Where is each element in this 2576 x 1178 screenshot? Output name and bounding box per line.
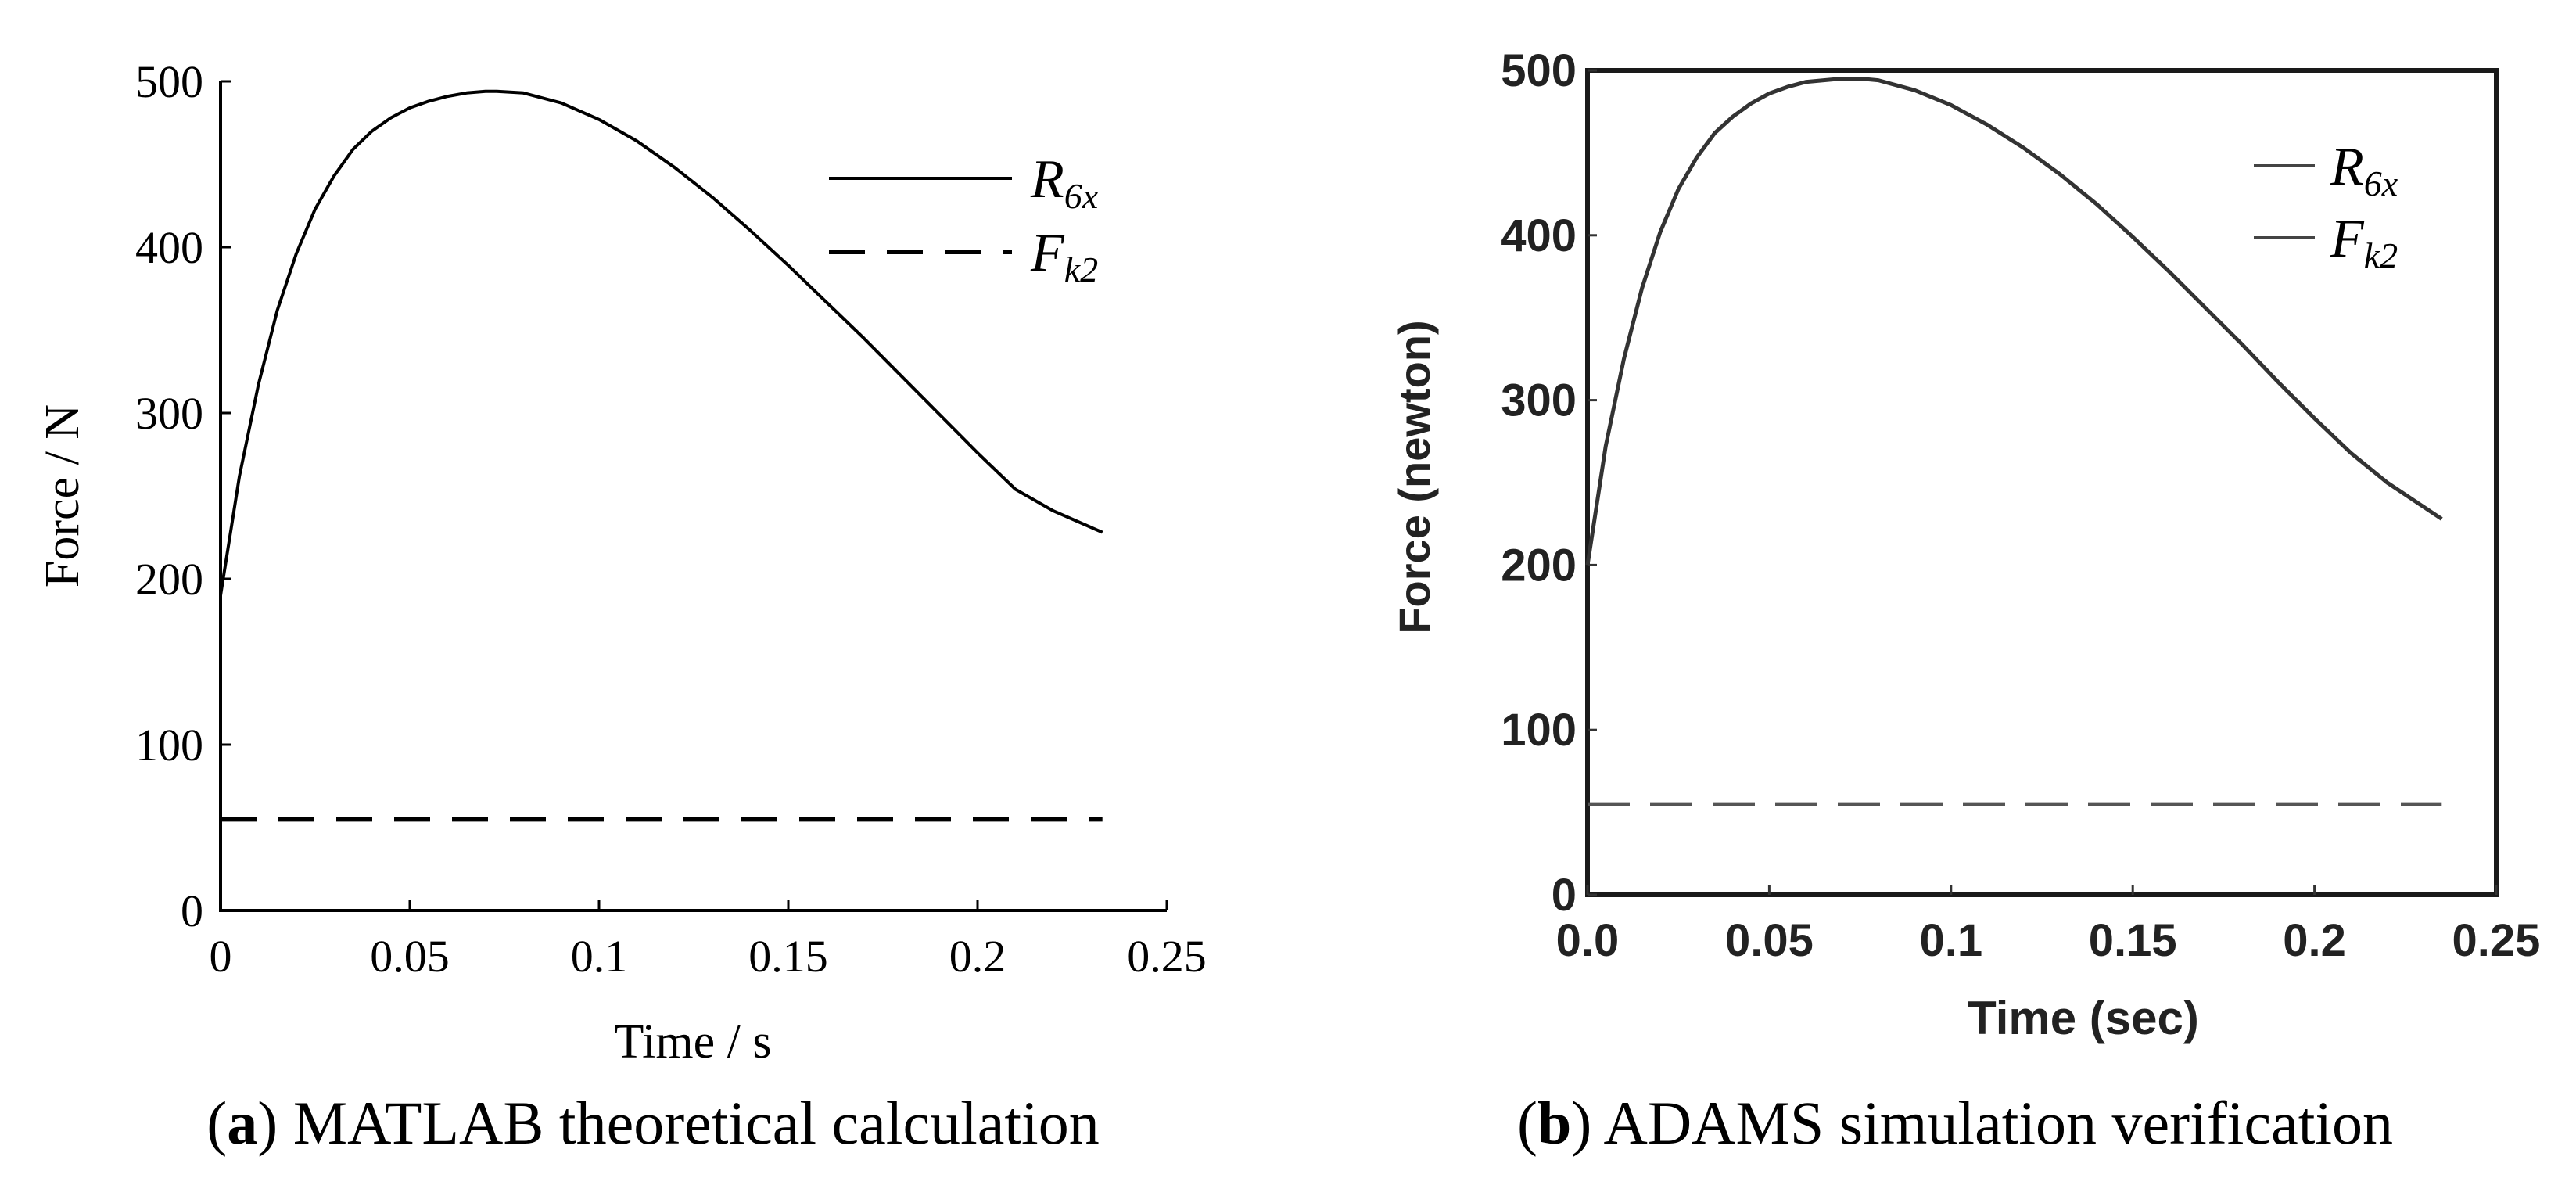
panel-b-chart: 0.0 0.05 0.1 0.15 0.2 0.25 0 100 200 300 400 500 R6… — [1390, 45, 2540, 1044]
panel-a-xtick-label: 0.1 — [571, 931, 628, 982]
panel-b-xtick-label: 0.15 — [2089, 915, 2177, 966]
panel-a-ytick-label: 500 — [135, 56, 203, 107]
panel-a-ytick-label: 200 — [135, 554, 203, 605]
panel-b-ytick-label: 500 — [1501, 45, 1577, 96]
panel-b-legend-label-Fk2: Fk2 — [2330, 209, 2398, 275]
panel-a-xtick-label: 0.25 — [1127, 931, 1207, 982]
caption-b: (b) ADAMS simulation verification — [1517, 1089, 2393, 1157]
panel-b-ytick-label: 200 — [1501, 540, 1577, 591]
panel-a-ytick-label: 300 — [135, 388, 203, 439]
caption-a-label: a — [227, 1089, 257, 1157]
caption-b-label: b — [1537, 1089, 1571, 1157]
panel-a-series-R6x — [219, 89, 1103, 596]
panel-a-ytick-label: 100 — [135, 720, 203, 770]
panel-b-ylabel: Force (newton) — [1390, 320, 1439, 634]
panel-a-ylabel: Force / N — [36, 404, 89, 587]
panel-a-legend-label-R6x: R6x — [1030, 149, 1099, 216]
panel-b-plot-frame — [1585, 68, 2499, 897]
caption-b-text: ) ADAMS simulation verification — [1571, 1089, 2393, 1157]
panel-b-ytick-label: 300 — [1501, 375, 1577, 426]
panel-a-xtick-label: 0.05 — [370, 931, 450, 982]
panel-b-legend-label-R6x: R6x — [2330, 137, 2398, 203]
panel-a-ytick-label: 400 — [135, 222, 203, 273]
panel-a-xtick-label: 0 — [210, 931, 232, 982]
panel-a-legend-label-Fk2: Fk2 — [1030, 223, 1098, 289]
caption-a-open-paren: ( — [206, 1089, 227, 1157]
panel-a-xtick-label: 0.15 — [748, 931, 828, 982]
panel-b-xlabel: Time (sec) — [1968, 992, 2199, 1044]
panel-a-xlabel: Time / s — [614, 1015, 771, 1068]
panel-b-series-R6x — [1585, 77, 2443, 566]
panel-b-xtick-label: 0.25 — [2452, 915, 2541, 966]
panel-b-xtick-label: 0.05 — [1725, 915, 1814, 966]
panel-a-chart: 0 0.05 0.1 0.15 0.2 0.25 0 100 200 300 400 500 R6x F… — [36, 56, 1207, 1068]
caption-b-open-paren: ( — [1517, 1089, 1537, 1157]
panel-b-ytick-label: 400 — [1501, 210, 1577, 261]
panel-b-ytick-label: 0 — [1552, 870, 1577, 921]
panel-a-xtick-label: 0.2 — [949, 931, 1006, 982]
panel-b-xtick-label: 0.1 — [1919, 915, 1982, 966]
panel-b-ytick-label: 100 — [1501, 705, 1577, 756]
caption-a: (a) MATLAB theoretical calculation — [206, 1089, 1099, 1157]
panel-b-xtick-label: 0.0 — [1556, 915, 1620, 966]
panel-b-xtick-label: 0.2 — [2283, 915, 2346, 966]
caption-a-text: ) MATLAB theoretical calculation — [257, 1089, 1099, 1157]
panel-a-ytick-label: 0 — [181, 885, 203, 936]
